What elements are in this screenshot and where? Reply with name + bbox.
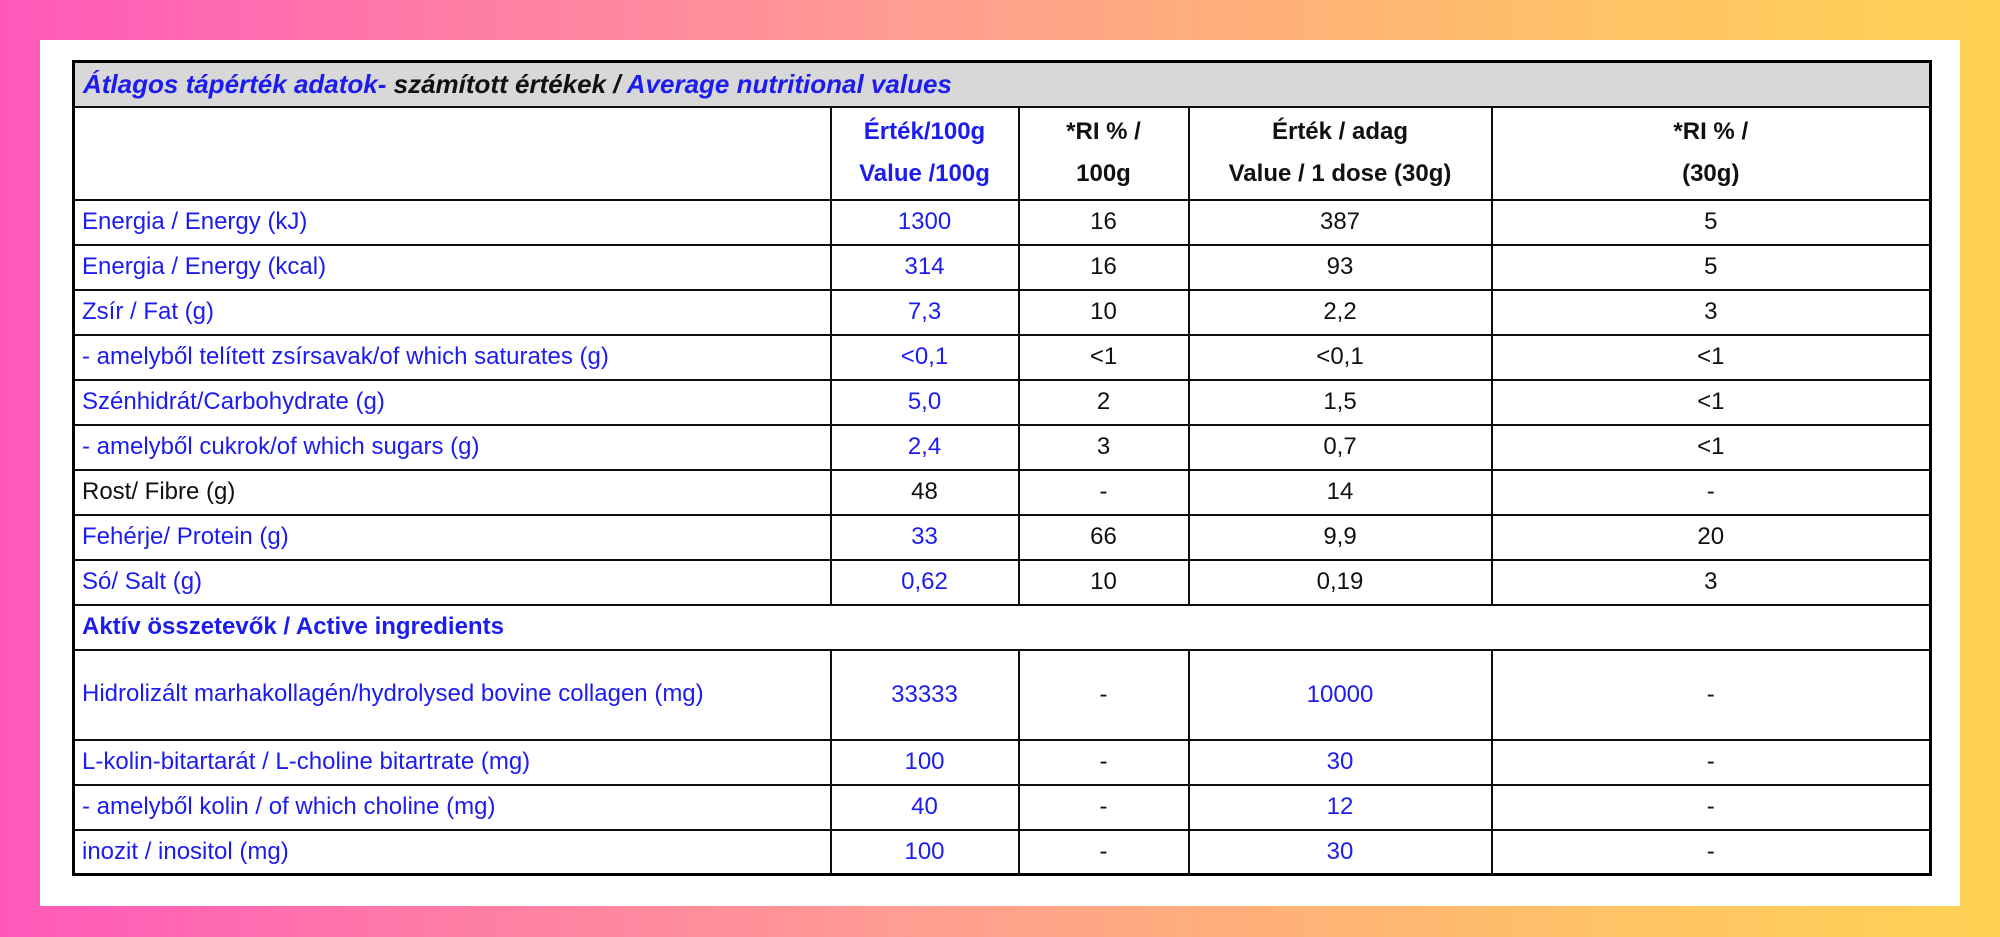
cell-value: 5 [1490,198,1932,246]
table-row: - amelyből kolin / of which choline (mg)… [72,783,1932,831]
row-label: Energia / Energy (kJ) [72,198,832,246]
table-row: L-kolin-bitartarát / L-choline bitartrat… [72,738,1932,786]
cell-value: - [1490,738,1932,786]
cell-value: 16 [1017,198,1190,246]
cell-value: 93 [1187,243,1493,291]
cell-value: - [1017,783,1190,831]
cell-value: 10 [1017,558,1190,606]
table-row: - amelyből cukrok/of which sugars (g) 2,4… [72,423,1932,471]
row-label: Só/ Salt (g) [72,558,832,606]
row-label: Hidrolizált marhakollagén/hydrolysed bov… [72,648,832,741]
table-row: inozit / inositol (mg) 100-30- [72,828,1932,876]
cell-value: 66 [1017,513,1190,561]
row-label: L-kolin-bitartarát / L-choline bitartrat… [72,738,832,786]
section-header-row: Aktív összetevők / Active ingredients [72,603,1932,651]
cell-value: 100 [829,828,1020,876]
cell-value: 3 [1490,288,1932,336]
table-row: - amelyből telített zsírsavak/of which s… [72,333,1932,381]
cell-value: 3 [1490,558,1932,606]
row-label: - amelyből cukrok/of which sugars (g) [72,423,832,471]
section-header-label: Aktív összetevők / Active ingredients [72,603,1932,651]
cell-value: - [1490,648,1932,741]
row-label: Energia / Energy (kcal) [72,243,832,291]
cell-value: 2 [1017,378,1190,426]
row-label: Fehérje/ Protein (g) [72,513,832,561]
cell-value: - [1017,648,1190,741]
table-row: Energia / Energy (kJ) 1300 16 387 5 [72,198,1932,246]
cell-value: 7,3 [829,288,1020,336]
column-header-row: Érték/100g Value /100g *RI % / 100g Érté… [72,105,1932,201]
row-label: Zsír / Fat (g) [72,288,832,336]
table-title-row: Átlagos tápérték adatok- számított érték… [72,60,1932,108]
cell-value: <1 [1490,333,1932,381]
cell-value: 9,9 [1187,513,1493,561]
cell-value: 5 [1490,243,1932,291]
column-header-ri-dose: *RI % / (30g) [1490,105,1932,201]
column-header-value-100g: Érték/100g Value /100g [829,105,1020,201]
cell-value: 1,5 [1187,378,1493,426]
title-hungarian: Átlagos tápérték adatok- [83,68,387,99]
table-title: Átlagos tápérték adatok- számított érték… [72,60,1932,108]
cell-value: 0,7 [1187,423,1493,471]
table-row: Fehérje/ Protein (g) 33 66 9,9 20 [72,513,1932,561]
cell-value: 100 [829,738,1020,786]
cell-value: <0,1 [829,333,1020,381]
table-body: Átlagos tápérték adatok- számított érték… [72,60,1932,876]
cell-value: - [1017,738,1190,786]
cell-value: 3 [1017,423,1190,471]
cell-value: 48 [829,468,1020,516]
row-label: Szénhidrát/Carbohydrate (g) [72,378,832,426]
cell-value: - [1490,828,1932,876]
cell-value: 0,19 [1187,558,1493,606]
table-row: Rost/ Fibre (g) 48-14- [72,468,1932,516]
row-label: Rost/ Fibre (g) [72,468,832,516]
column-header-value-dose: Érték / adag Value / 1 dose (30g) [1187,105,1493,201]
column-header-ri-100g: *RI % / 100g [1017,105,1190,201]
cell-value: 2,4 [829,423,1020,471]
cell-value: 20 [1490,513,1932,561]
cell-value: 30 [1187,738,1493,786]
cell-value: 0,62 [829,558,1020,606]
cell-value: 10 [1017,288,1190,336]
row-label: - amelyből kolin / of which choline (mg) [72,783,832,831]
cell-value: 10000 [1187,648,1493,741]
cell-value: 1300 [829,198,1020,246]
cell-value: 33 [829,513,1020,561]
cell-value: - [1490,468,1932,516]
cell-value: 30 [1187,828,1493,876]
table-row: Szénhidrát/Carbohydrate (g) 5,0 2 1,5 <1 [72,378,1932,426]
column-header-blank [72,105,832,201]
cell-value: 16 [1017,243,1190,291]
cell-value: 40 [829,783,1020,831]
cell-value: 5,0 [829,378,1020,426]
cell-value: <1 [1490,378,1932,426]
cell-value: - [1017,468,1190,516]
cell-value: 2,2 [1187,288,1493,336]
nutrition-table: Átlagos tápérték adatok- számított érték… [72,60,1933,876]
cell-value: 314 [829,243,1020,291]
table-row: Hidrolizált marhakollagén/hydrolysed bov… [72,648,1932,741]
cell-value: - [1490,783,1932,831]
cell-value: 12 [1187,783,1493,831]
document-panel: Átlagos tápérték adatok- számított érték… [40,40,1960,906]
table-row: Só/ Salt (g) 0,62 10 0,19 3 [72,558,1932,606]
table-row: Zsír / Fat (g) 7,3 10 2,2 3 [72,288,1932,336]
cell-value: <1 [1017,333,1190,381]
title-english: Average nutritional values [626,68,952,99]
cell-value: 387 [1187,198,1493,246]
cell-value: 33333 [829,648,1020,741]
title-middle: számított értékek / [386,68,627,99]
cell-value: <1 [1490,423,1932,471]
table-row: Energia / Energy (kcal) 314 16 93 5 [72,243,1932,291]
row-label: inozit / inositol (mg) [72,828,832,876]
cell-value: - [1017,828,1190,876]
row-label: - amelyből telített zsírsavak/of which s… [72,333,832,381]
cell-value: <0,1 [1187,333,1493,381]
cell-value: 14 [1187,468,1493,516]
